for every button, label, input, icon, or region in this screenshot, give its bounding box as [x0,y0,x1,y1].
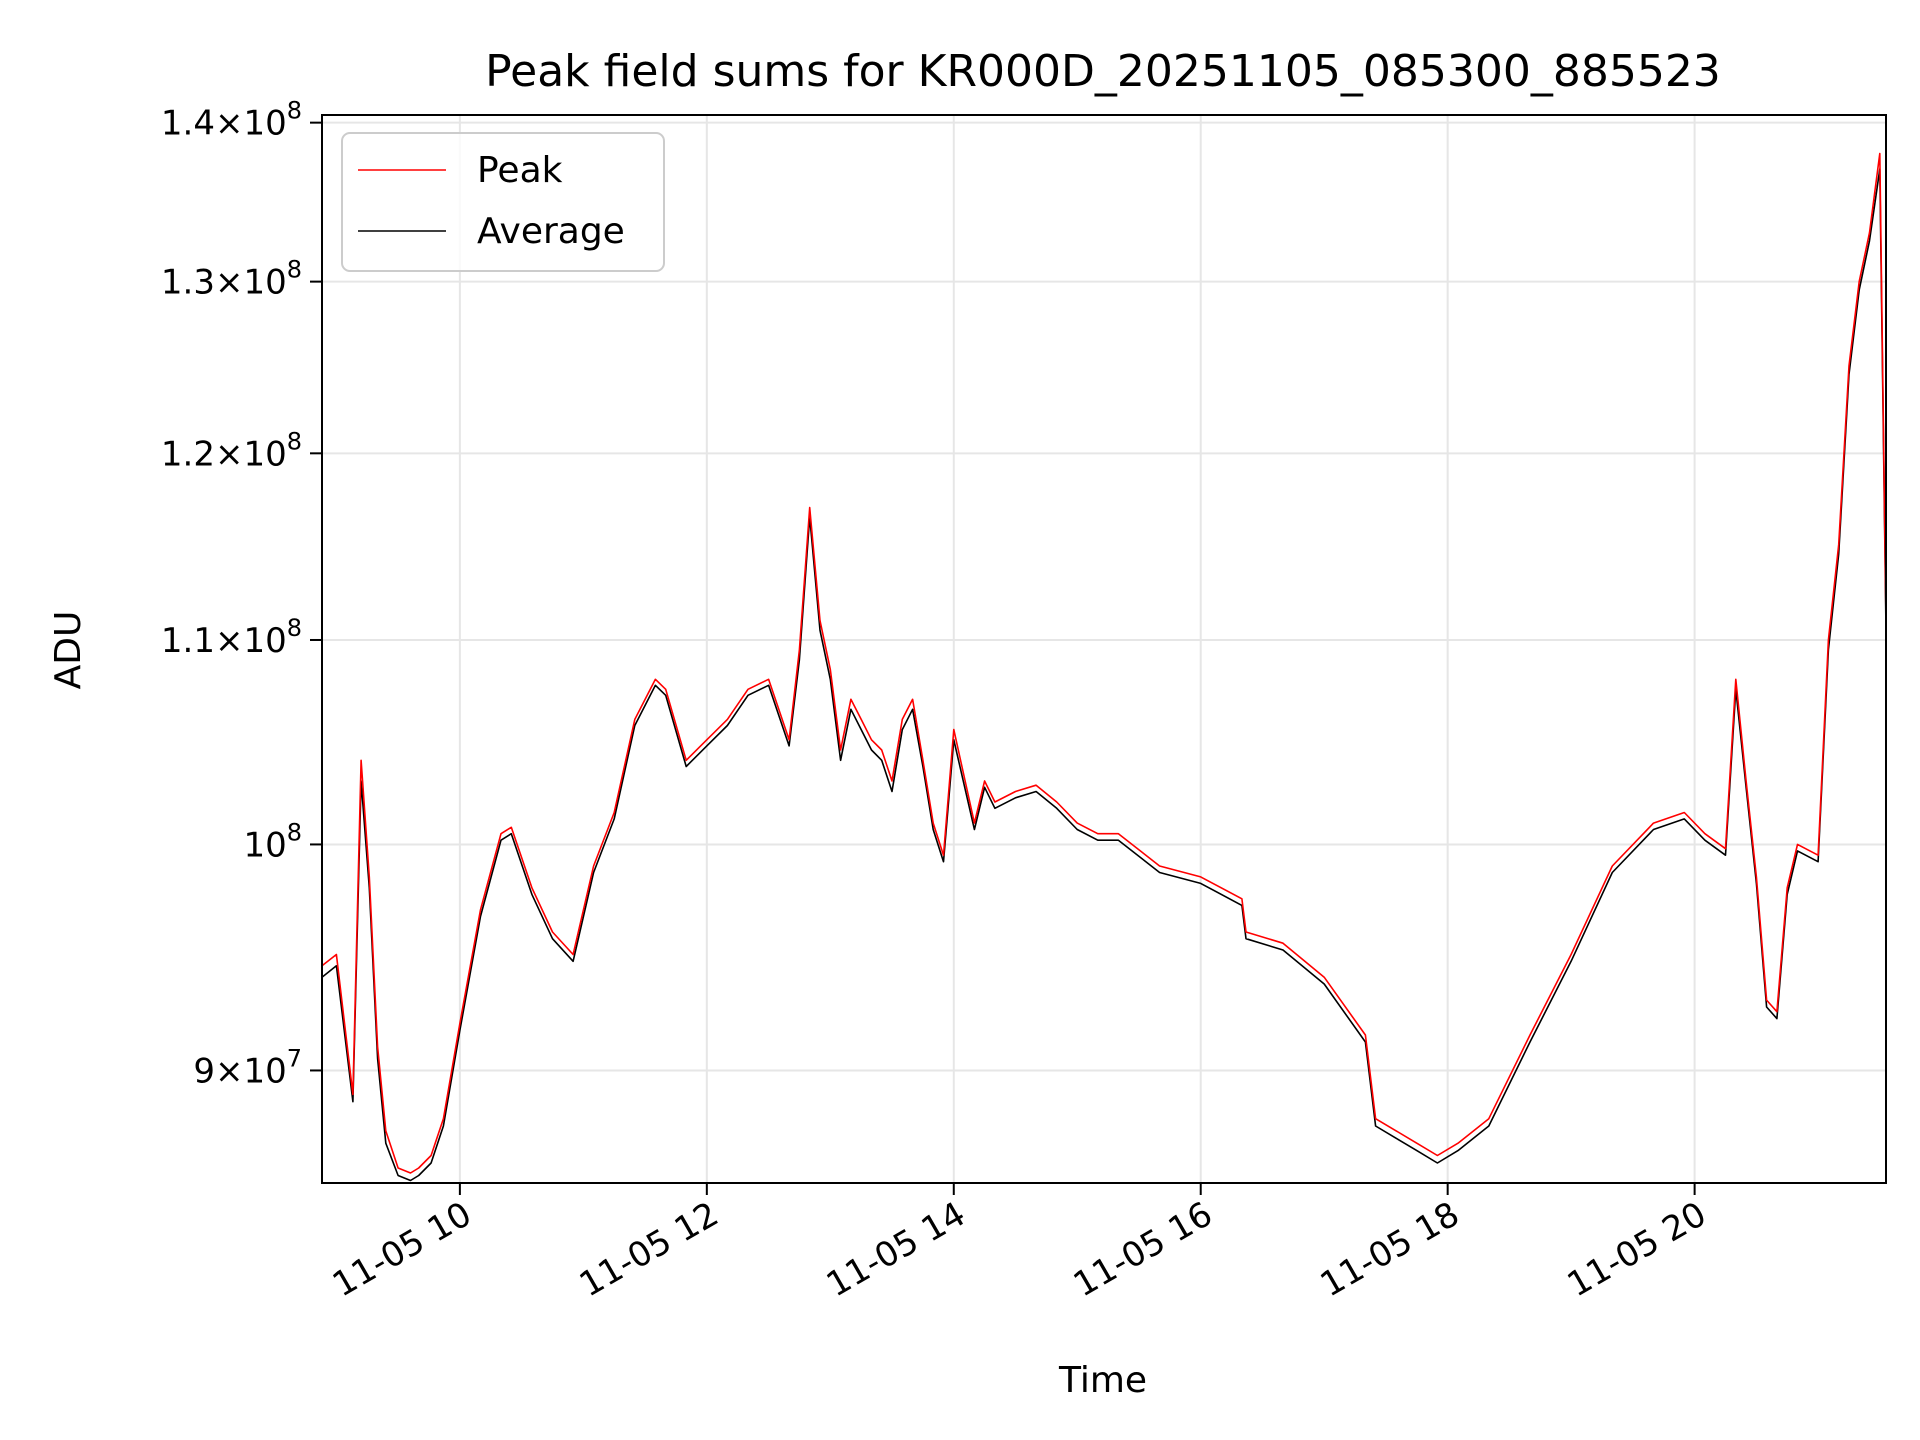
series-line-peak [321,152,1887,1174]
y-tick-mantissa: 1.4× [161,104,244,144]
y-tick-base: 10 [243,621,286,661]
y-tick-base: 10 [243,104,286,144]
y-tick-base: 10 [243,434,286,474]
y-tick-label: 108 [243,818,302,865]
x-axis-label: Time [1058,1360,1147,1401]
y-tick-mantissa: 9× [193,1051,243,1091]
y-tick-exponent: 8 [287,818,302,846]
y-tick-mantissa: 1.2× [161,434,244,474]
y-tick-label: 1.3×108 [161,256,302,303]
y-tick-base: 10 [243,825,286,865]
y-tick-mantissa: 1.1× [161,621,244,661]
y-tick-exponent: 8 [287,614,302,642]
series-layer [321,152,1887,1182]
y-tick-exponent: 8 [287,97,302,125]
y-tick-label: 1.2×108 [161,427,302,474]
plot-area-frame [321,114,1887,1184]
y-tick-exponent: 8 [287,427,302,455]
y-tick-base: 10 [243,263,286,303]
y-tick-label: 1.4×108 [161,97,302,144]
legend-box [341,132,665,272]
legend: Peak Average [341,132,665,272]
y-axis-label: ADU [48,611,89,690]
legend-peak-label: Peak [477,150,563,191]
y-tick-label: 9×107 [193,1044,302,1091]
y-tick-exponent: 7 [287,1044,302,1072]
y-tick-exponent: 8 [287,256,302,284]
chart-title: Peak field sums for KR000D_20251105_0853… [485,46,1721,97]
y-tick-label: 1.1×108 [161,614,302,661]
grid [322,115,1886,1183]
y-tick-mantissa: 1.3× [161,263,244,303]
y-tick-base: 10 [243,1051,286,1091]
legend-average-label: Average [477,211,625,252]
